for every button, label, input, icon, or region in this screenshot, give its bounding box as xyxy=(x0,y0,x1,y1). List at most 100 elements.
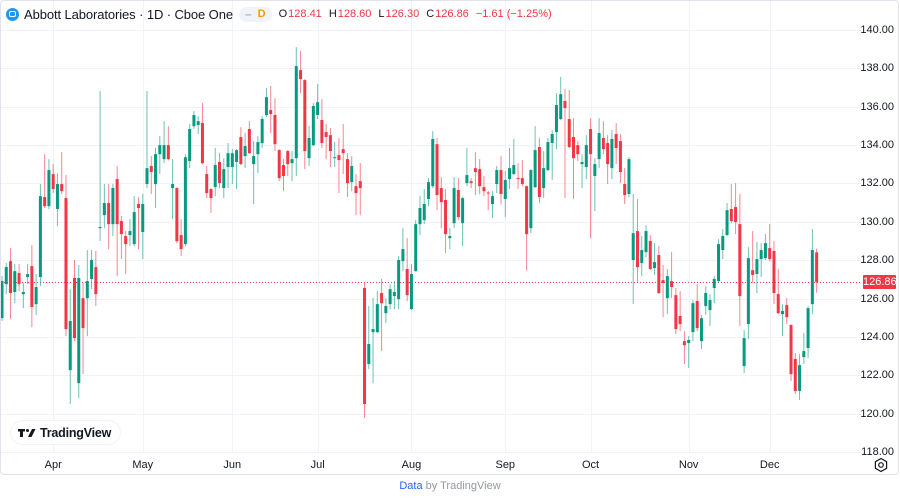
market-status-badge[interactable]: – D xyxy=(238,6,272,22)
candle xyxy=(631,194,635,305)
candle xyxy=(554,93,558,150)
candle-body xyxy=(17,273,21,285)
candle xyxy=(704,286,708,316)
data-link[interactable]: Data xyxy=(399,480,423,492)
close-label: C xyxy=(426,8,435,20)
candle-body xyxy=(179,235,183,250)
candle-body xyxy=(43,197,47,207)
candle xyxy=(691,300,695,342)
time-axis[interactable]: Apr May Jun Jul Aug Sep Oct Nov Dec xyxy=(1,452,861,474)
candle-body xyxy=(776,294,780,314)
candle-body xyxy=(657,255,661,293)
candle-body xyxy=(38,196,42,278)
candle-body xyxy=(226,153,230,167)
candle-body xyxy=(793,358,797,392)
candle xyxy=(473,152,477,195)
candle xyxy=(21,283,25,309)
candle-body xyxy=(695,301,699,329)
candle xyxy=(546,138,550,172)
candle-body xyxy=(68,321,72,371)
candle-body xyxy=(606,143,610,165)
candle-body xyxy=(281,165,285,176)
candle xyxy=(218,153,222,189)
candle xyxy=(674,288,678,335)
candle-body xyxy=(162,145,166,160)
candle-body xyxy=(729,208,733,222)
candle-body xyxy=(200,123,204,164)
watermark-label: TradingView xyxy=(40,425,112,440)
candle-body xyxy=(635,231,639,268)
price-tick-label: 132.00 xyxy=(860,177,894,190)
candle xyxy=(17,264,21,292)
candle-body xyxy=(674,295,678,330)
candle xyxy=(77,264,81,399)
candle xyxy=(729,184,733,224)
candle xyxy=(128,219,132,247)
candle xyxy=(755,242,759,293)
candle-body xyxy=(422,204,426,221)
candle-body xyxy=(136,204,140,209)
candle xyxy=(175,187,179,244)
candle xyxy=(610,130,614,180)
candle xyxy=(665,269,669,315)
candle xyxy=(9,248,13,320)
candle-body xyxy=(371,329,375,333)
candle-body xyxy=(810,250,814,305)
candles xyxy=(1,47,819,419)
candle xyxy=(107,184,111,250)
candle-body xyxy=(554,105,558,133)
candle xyxy=(111,184,115,237)
candle xyxy=(132,196,136,247)
candle-body xyxy=(431,138,435,187)
candle-body xyxy=(252,156,256,165)
candle xyxy=(627,157,631,198)
candle-body xyxy=(802,351,806,358)
candle xyxy=(584,135,588,180)
candle xyxy=(196,116,200,134)
settings-gear-icon[interactable] xyxy=(873,457,889,473)
candle-body xyxy=(627,159,631,195)
high-value: 128.60 xyxy=(337,8,372,20)
candle xyxy=(542,151,546,199)
tradingview-watermark[interactable]: TradingView xyxy=(11,421,121,444)
candle-body xyxy=(418,208,422,225)
candle-body xyxy=(337,155,341,161)
candle-body xyxy=(311,105,315,146)
candle-body xyxy=(653,262,657,269)
candle-body xyxy=(141,204,145,233)
candle-body xyxy=(34,287,38,305)
candle xyxy=(243,133,247,169)
candle-body xyxy=(124,236,128,245)
candle-body xyxy=(520,178,524,185)
candle xyxy=(303,79,307,170)
candle xyxy=(230,149,234,185)
symbol-title[interactable]: Abbott Laboratories · 1D · Cboe One xyxy=(24,6,233,22)
candle-body xyxy=(461,198,465,224)
candlestick-chart[interactable] xyxy=(1,1,861,452)
price-axis[interactable]: 118.00 120.00 122.00 124.00 126.00 128.00 130.… xyxy=(860,1,898,458)
candle-body xyxy=(439,188,443,203)
candle-body xyxy=(269,110,273,115)
candle-body xyxy=(584,145,588,167)
candle-body xyxy=(704,292,708,307)
candle xyxy=(68,289,72,405)
candle-body xyxy=(47,170,51,207)
candle-body xyxy=(51,174,55,190)
candle xyxy=(405,238,409,302)
candle xyxy=(375,291,379,334)
candle xyxy=(354,174,358,216)
candle xyxy=(188,124,192,169)
candle-body xyxy=(499,170,503,195)
footer-attribution: Data by TradingView xyxy=(0,480,900,492)
candle xyxy=(388,284,392,310)
candle-body xyxy=(495,170,499,185)
candle xyxy=(162,121,166,164)
candle xyxy=(264,88,268,118)
candle-body xyxy=(742,338,746,367)
candle-body xyxy=(183,157,187,245)
candle xyxy=(606,135,610,185)
chart-plot-area[interactable] xyxy=(1,1,861,452)
candle xyxy=(563,89,567,199)
candle xyxy=(763,234,767,261)
candle xyxy=(431,131,435,189)
